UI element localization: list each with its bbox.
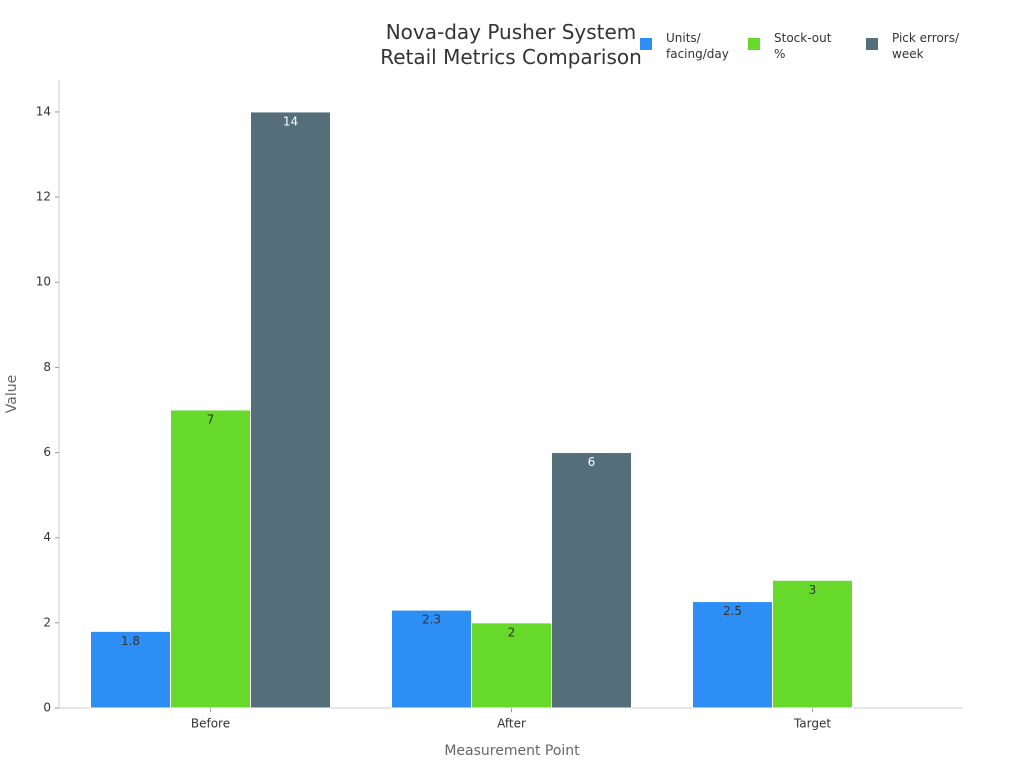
bar	[551, 452, 632, 709]
y-tick-label: 10	[36, 275, 51, 289]
bar	[250, 111, 331, 709]
y-tick-label: 14	[36, 104, 51, 118]
x-tick-label: Target	[793, 717, 831, 731]
value-label: 2.5	[723, 604, 742, 618]
value-label: 3	[809, 583, 817, 597]
value-label: 14	[283, 114, 298, 128]
legend-swatch	[640, 38, 652, 50]
legend-item: Pick errors/ week	[866, 30, 964, 62]
bar	[692, 601, 773, 709]
bar	[170, 409, 251, 709]
y-axis-label: Value	[4, 375, 20, 413]
legend-swatch	[866, 38, 878, 50]
legend-item: Stock-out %	[748, 30, 846, 62]
bar	[772, 579, 853, 709]
y-tick-label: 12	[36, 190, 51, 204]
legend-item: Units/ facing/day	[640, 30, 738, 62]
legend-label: Pick errors/ week	[892, 31, 960, 61]
bar	[391, 609, 472, 709]
legend-label: Units/ facing/day	[666, 31, 729, 61]
x-tick-label: Before	[191, 717, 230, 731]
legend-label: Stock-out %	[774, 31, 832, 61]
y-tick-label: 8	[43, 360, 51, 374]
value-label: 6	[588, 455, 596, 469]
y-tick-label: 0	[43, 701, 51, 715]
value-label: 1.8	[121, 634, 140, 648]
y-tick-label: 2	[43, 615, 51, 629]
legend-swatch	[748, 38, 760, 50]
x-axis-label: Measurement Point	[444, 743, 580, 759]
value-label: 7	[207, 412, 215, 426]
value-label: 2.3	[422, 613, 441, 627]
y-tick-label: 6	[43, 445, 51, 459]
value-label: 2	[508, 625, 516, 639]
chart-title: Nova-day Pusher System Retail Metrics Co…	[380, 20, 642, 69]
x-tick-label: After	[497, 717, 526, 731]
bar	[90, 630, 171, 709]
y-tick-label: 4	[43, 530, 51, 544]
bar	[471, 622, 552, 709]
